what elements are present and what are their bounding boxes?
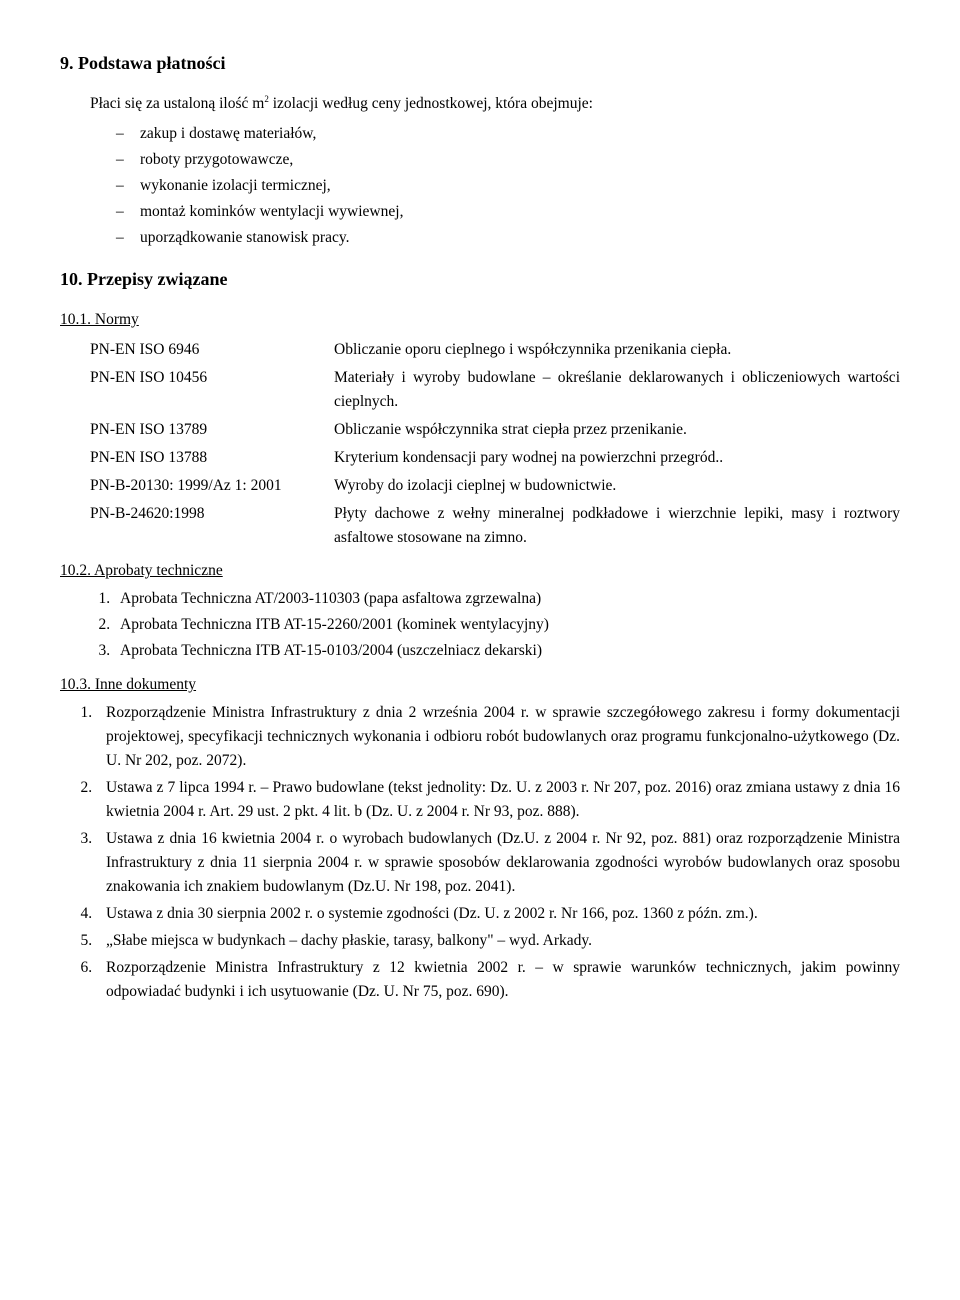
approvals-list: Aprobata Techniczna AT/2003-110303 (papa… xyxy=(60,587,900,663)
section-9-intro: Płaci się za ustaloną ilość m2 izolacji … xyxy=(90,92,900,116)
norm-code: PN-EN ISO 13788 xyxy=(90,444,334,472)
list-item: Ustawa z 7 lipca 1994 r. – Prawo budowla… xyxy=(96,776,900,824)
norm-desc: Obliczanie oporu cieplnego i współczynni… xyxy=(334,336,900,364)
norms-table: PN-EN ISO 6946 Obliczanie oporu cieplneg… xyxy=(90,336,900,552)
list-item: Ustawa z dnia 30 sierpnia 2002 r. o syst… xyxy=(96,902,900,926)
list-item: „Słabe miejsca w budynkach – dachy płask… xyxy=(96,929,900,953)
norm-code: PN-EN ISO 6946 xyxy=(90,336,334,364)
section-10-3-heading: 10.3. Inne dokumenty xyxy=(60,673,900,697)
intro-post: izolacji według ceny jednostkowej, która… xyxy=(269,95,593,112)
norm-code: PN-B-24620:1998 xyxy=(90,500,334,552)
list-item: wykonanie izolacji termicznej, xyxy=(116,174,900,198)
list-item: zakup i dostawę materiałów, xyxy=(116,122,900,146)
list-item: Aprobata Techniczna AT/2003-110303 (papa… xyxy=(114,587,900,611)
table-row: PN-B-20130: 1999/Az 1: 2001 Wyroby do iz… xyxy=(90,472,900,500)
intro-pre: Płaci się za ustaloną ilość m xyxy=(90,95,264,112)
list-item: Aprobata Techniczna ITB AT-15-0103/2004 … xyxy=(114,639,900,663)
list-item: Rozporządzenie Ministra Infrastruktury z… xyxy=(96,956,900,1004)
documents-list: Rozporządzenie Ministra Infrastruktury z… xyxy=(60,701,900,1004)
norm-desc: Kryterium kondensacji pary wodnej na pow… xyxy=(334,444,900,472)
list-item: roboty przygotowawcze, xyxy=(116,148,900,172)
list-item: uporządkowanie stanowisk pracy. xyxy=(116,226,900,250)
table-row: PN-B-24620:1998 Płyty dachowe z wełny mi… xyxy=(90,500,900,552)
table-row: PN-EN ISO 13788 Kryterium kondensacji pa… xyxy=(90,444,900,472)
section-10-2-heading: 10.2. Aprobaty techniczne xyxy=(60,559,900,583)
norm-desc: Obliczanie współczynnika strat ciepła pr… xyxy=(334,416,900,444)
norm-desc: Płyty dachowe z wełny mineralnej podkład… xyxy=(334,500,900,552)
norm-code: PN-EN ISO 13789 xyxy=(90,416,334,444)
norm-desc: Materiały i wyroby budowlane – określani… xyxy=(334,364,900,416)
norm-desc: Wyroby do izolacji cieplnej w budownictw… xyxy=(334,472,900,500)
table-row: PN-EN ISO 13789 Obliczanie współczynnika… xyxy=(90,416,900,444)
section-10-1-heading: 10.1. Normy xyxy=(60,308,900,332)
section-9-list: zakup i dostawę materiałów, roboty przyg… xyxy=(60,122,900,250)
list-item: Rozporządzenie Ministra Infrastruktury z… xyxy=(96,701,900,773)
table-row: PN-EN ISO 10456 Materiały i wyroby budow… xyxy=(90,364,900,416)
table-row: PN-EN ISO 6946 Obliczanie oporu cieplneg… xyxy=(90,336,900,364)
norm-code: PN-EN ISO 10456 xyxy=(90,364,334,416)
section-10-heading: 10. Przepisy związane xyxy=(60,266,900,294)
norm-code: PN-B-20130: 1999/Az 1: 2001 xyxy=(90,472,334,500)
section-9-heading: 9. Podstawa płatności xyxy=(60,50,900,78)
list-item: Aprobata Techniczna ITB AT-15-2260/2001 … xyxy=(114,613,900,637)
list-item: montaż kominków wentylacji wywiewnej, xyxy=(116,200,900,224)
list-item: Ustawa z dnia 16 kwietnia 2004 r. o wyro… xyxy=(96,827,900,899)
